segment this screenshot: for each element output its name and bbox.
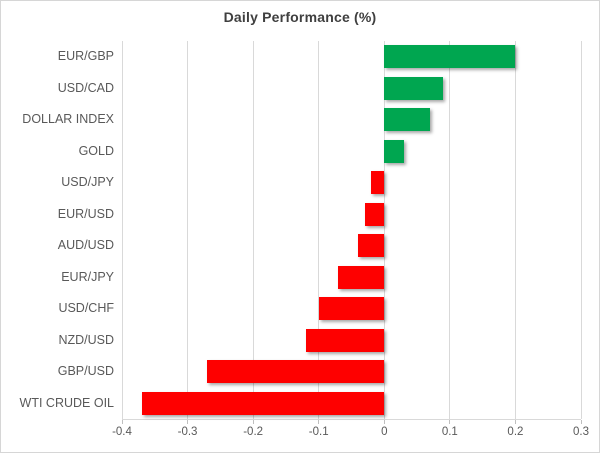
category-label-gold: GOLD [78,143,114,158]
category-label-gbp-usd: GBP/USD [57,364,114,378]
x-tick-mark--0.3 [187,420,189,424]
bar-gbp-usd [207,360,385,384]
bar-eur-usd [364,202,385,226]
x-tick-mark-0.3 [580,420,582,424]
x-tick-label--0.1: -0.1 [308,426,329,438]
bar-usd-chf [318,297,385,321]
plot-area [121,41,582,420]
category-label-usd-cad: USD/CAD [57,80,114,95]
bar-wti-crude-oil [141,391,385,415]
category-label-usd-jpy: USD/JPY [61,175,114,189]
x-tick-label--0.3: -0.3 [177,426,198,438]
x-tick-mark-0.2 [514,420,516,424]
gridline--0.3 [187,41,189,419]
category-label-dollar-index: DOLLAR INDEX [22,112,114,126]
bar-usd-cad [384,76,444,100]
x-tick-mark-0.1 [449,420,451,424]
x-tick-label-0: 0 [381,426,388,438]
x-tick-label-0.1: 0.1 [441,426,458,438]
gridline--0.4 [121,41,123,419]
x-tick-label-0.2: 0.2 [507,426,524,438]
x-tick-label--0.4: -0.4 [112,426,132,438]
bar-eur-gbp [384,45,516,69]
gridline-0.3 [580,41,582,419]
bar-usd-jpy [371,171,385,195]
bar-nzd-usd [305,328,385,352]
chart-title: Daily Performance (%) [223,9,377,25]
x-tick-mark--0.4 [121,420,123,424]
category-label-aud-usd: AUD/USD [57,238,114,252]
gridline--0.1 [318,41,320,419]
gridline--0.2 [252,41,254,419]
category-label-eur-gbp: EUR/GBP [57,49,114,63]
x-tick-mark-0 [383,420,385,424]
bar-aud-usd [358,234,385,258]
bar-gold [384,139,404,163]
category-label-eur-usd: EUR/USD [57,206,114,221]
category-label-usd-chf: USD/CHF [58,301,114,315]
bar-dollar-index [384,108,431,132]
x-tick-label--0.2: -0.2 [243,426,264,438]
bar-eur-jpy [338,265,385,289]
gridline-0.1 [449,41,451,419]
gridline-0 [383,41,385,419]
category-label-eur-jpy: EUR/JPY [61,269,114,284]
x-tick-label-0.3: 0.3 [573,426,589,438]
x-tick-mark--0.1 [318,420,320,424]
x-tick-mark--0.2 [252,420,254,424]
category-label-wti-crude-oil: WTI CRUDE OIL [19,395,114,410]
gridline-0.2 [514,41,516,419]
category-label-nzd-usd: NZD/USD [58,332,114,347]
